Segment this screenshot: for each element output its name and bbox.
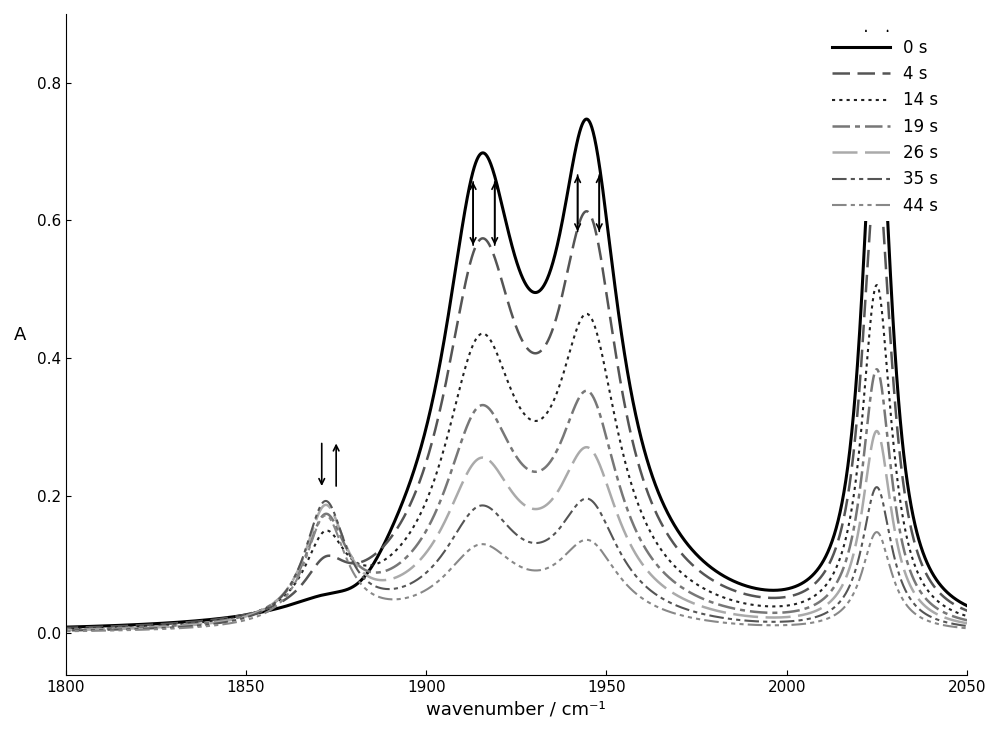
X-axis label: wavenumber / cm⁻¹: wavenumber / cm⁻¹: [426, 700, 606, 718]
Legend: 0 s, 4 s, 14 s, 19 s, 26 s, 35 s, 44 s: 0 s, 4 s, 14 s, 19 s, 26 s, 35 s, 44 s: [825, 32, 945, 222]
Y-axis label: A: A: [14, 326, 26, 344]
